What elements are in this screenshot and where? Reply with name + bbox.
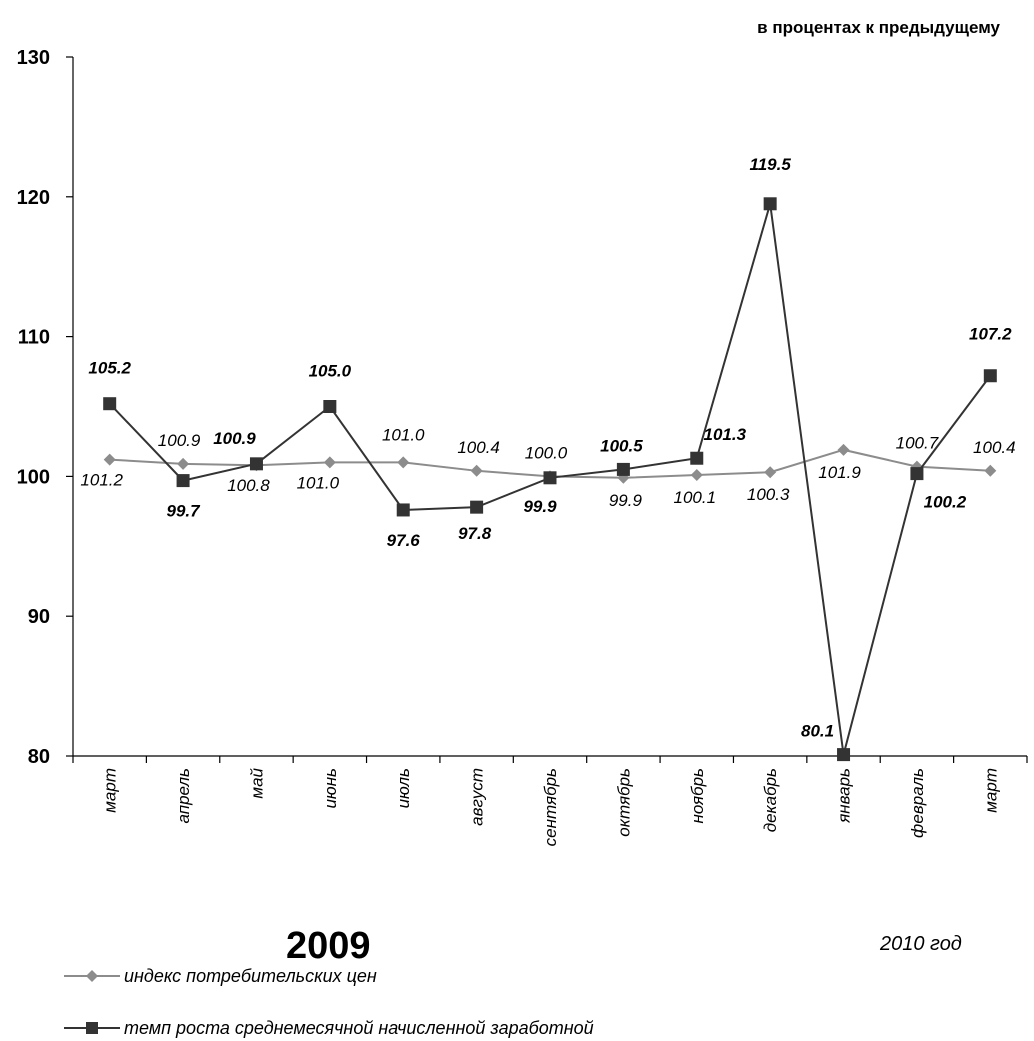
wage-data-label-12: 107.2	[969, 325, 1012, 344]
wage-data-label-0: 105.2	[88, 359, 131, 378]
legend-wage-line-icon	[64, 1022, 120, 1034]
cpi-point-5	[470, 464, 483, 477]
cpi-data-label-12: 100.4	[973, 438, 1016, 457]
y-tick-label-120: 120	[17, 187, 50, 209]
cpi-data-label-3: 101.0	[297, 473, 340, 492]
x-tick-label-0: март	[101, 768, 120, 813]
cpi-data-label-0: 101.2	[80, 471, 123, 490]
cpi-point-10	[837, 443, 850, 456]
y-tick-label-130: 130	[17, 47, 50, 69]
wage-point-7	[616, 462, 630, 476]
wage-point-2	[249, 457, 263, 471]
wage-data-label-3: 105.0	[309, 362, 352, 381]
wage-data-label-2: 100.9	[213, 429, 256, 448]
wage-data-label-11: 100.2	[924, 493, 967, 512]
x-tick-label-7: октябрь	[614, 768, 633, 837]
cpi-point-1	[177, 457, 190, 470]
legend-label-wage: темп роста среднемесячной начисленной за…	[124, 1017, 594, 1038]
cpi-data-label-5: 100.4	[457, 438, 500, 457]
x-tick-label-3: июнь	[321, 768, 340, 809]
cpi-data-label-9: 100.3	[747, 485, 790, 504]
wage-point-0	[103, 397, 117, 411]
legend-label-cpi: индекс потребительских цен	[124, 965, 377, 986]
wage-data-label-7: 100.5	[600, 436, 643, 455]
x-tick-label-6: сентябрь	[541, 768, 560, 846]
x-tick-label-12: март	[981, 768, 1000, 813]
y-tick-label-80: 80	[28, 746, 50, 768]
cpi-data-label-7: 99.9	[609, 491, 643, 510]
wage-data-label-10: 80.1	[801, 722, 834, 741]
y-tick-label-100: 100	[17, 466, 50, 488]
wage-data-label-5: 97.8	[458, 524, 492, 543]
x-tick-label-10: январь	[835, 768, 854, 824]
x-tick-label-4: июль	[394, 768, 413, 808]
wage-data-label-4: 97.6	[387, 531, 421, 550]
cpi-point-12	[984, 464, 997, 477]
x-tick-label-1: апрель	[174, 768, 193, 824]
x-tick-label-8: ноябрь	[688, 768, 707, 823]
wage-point-4	[396, 503, 410, 517]
wage-data-label-8: 101.3	[703, 425, 746, 444]
cpi-data-label-6: 100.0	[525, 443, 568, 462]
x-tick-label-9: декабрь	[761, 768, 780, 832]
cpi-data-label-8: 100.1	[673, 488, 716, 507]
y-tick-label-90: 90	[28, 606, 50, 628]
cpi-data-label-11: 100.7	[896, 434, 939, 453]
legend-item-wage: темп роста среднемесячной начисленной за…	[64, 1016, 594, 1040]
wage-point-6	[543, 471, 557, 485]
cpi-data-label-4: 101.0	[382, 425, 425, 444]
wage-point-8	[690, 451, 704, 465]
unit-note: в процентах к предыдущему	[757, 18, 1000, 37]
cpi-data-label-2: 100.8	[227, 476, 270, 495]
cpi-point-9	[764, 466, 777, 479]
wage-point-3	[323, 400, 337, 413]
wage-data-label-6: 99.9	[523, 497, 557, 516]
wage-point-11	[910, 467, 924, 481]
wage-data-label-1: 99.7	[167, 502, 202, 521]
wage-point-12	[983, 369, 997, 383]
cpi-data-label-1: 100.9	[158, 431, 201, 450]
legend-item-cpi: индекс потребительских цен	[64, 964, 377, 988]
year-2009-label: 2009	[286, 925, 371, 967]
x-tick-label-11: февраль	[908, 768, 927, 838]
wage-point-10	[837, 748, 851, 762]
wage-point-9	[763, 197, 777, 211]
year-2010-label: 2010 год	[880, 933, 962, 955]
wage-data-label-9: 119.5	[750, 155, 792, 174]
x-tick-label-2: май	[247, 767, 266, 798]
cpi-point-4	[397, 456, 410, 469]
cpi-point-8	[690, 469, 703, 482]
y-tick-label-110: 110	[18, 327, 50, 349]
wage-point-5	[470, 500, 484, 514]
cpi-point-0	[103, 453, 116, 466]
wage-point-1	[176, 474, 190, 488]
legend-cpi-line-icon	[64, 970, 120, 982]
x-tick-label-5: август	[468, 768, 487, 826]
cpi-point-3	[323, 456, 336, 469]
cpi-data-label-10: 101.9	[818, 463, 861, 482]
